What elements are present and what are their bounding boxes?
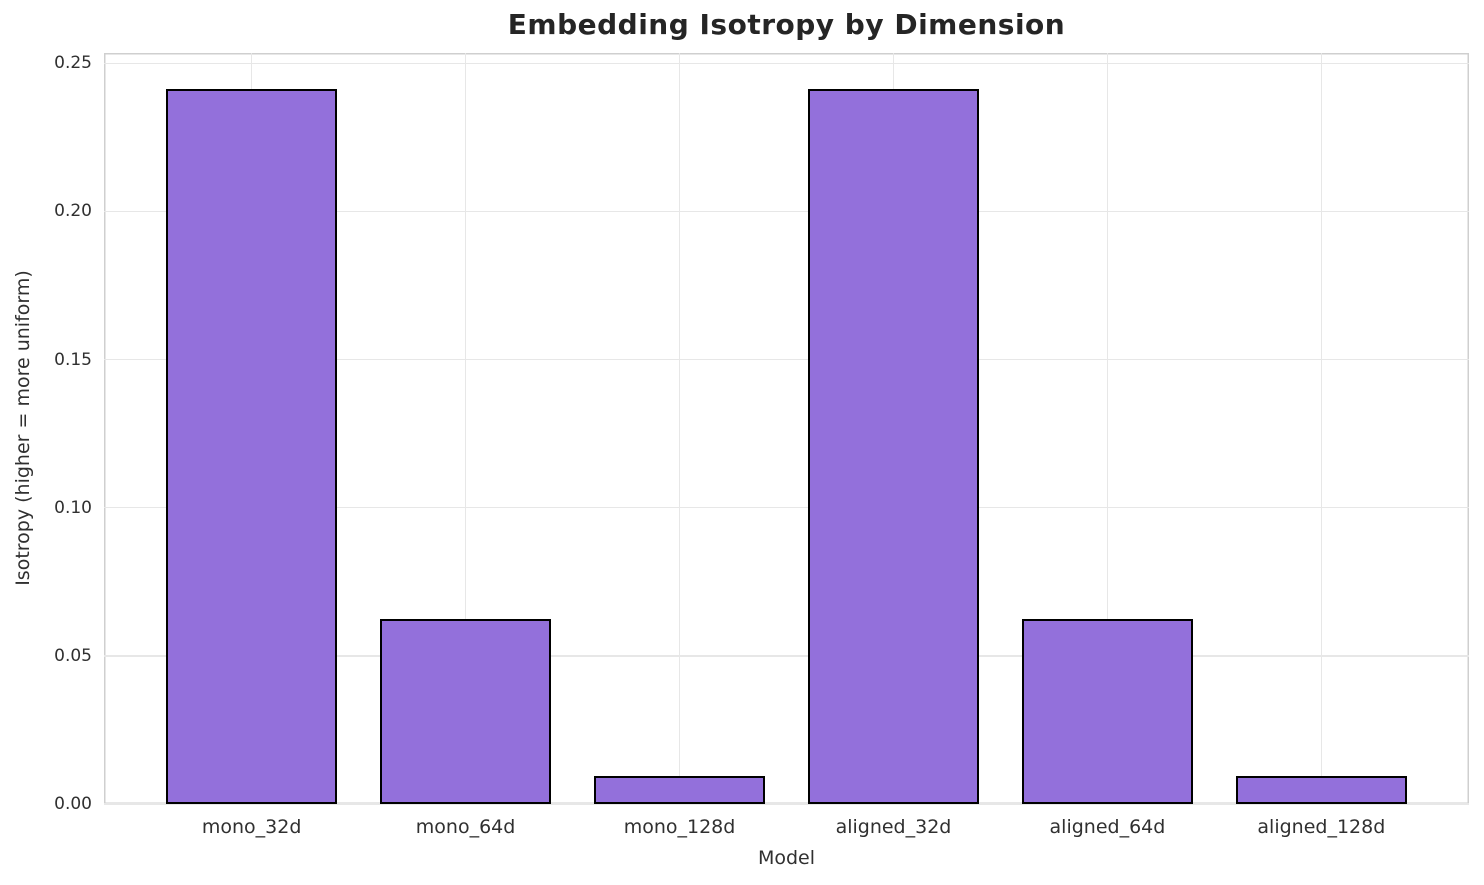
x-tick-label: aligned_128d <box>1257 816 1386 838</box>
plot-area <box>104 53 1469 805</box>
bar-mono_32d <box>166 88 338 804</box>
x-gridline <box>678 53 681 804</box>
y-gridline <box>104 803 1469 805</box>
x-axis-label: Model <box>757 847 816 869</box>
x-gridline <box>1106 53 1109 804</box>
y-tick-label: 0.20 <box>54 201 92 222</box>
y-gridline <box>104 506 1469 509</box>
y-gridline <box>104 358 1469 361</box>
y-tick-label: 0.15 <box>54 349 92 370</box>
x-tick-label: aligned_64d <box>1049 816 1166 838</box>
chart-title: Embedding Isotropy by Dimension <box>507 8 1066 41</box>
bar-aligned_64d <box>1021 619 1193 804</box>
bar-mono_128d <box>593 775 766 804</box>
y-tick-label: 0.00 <box>54 794 92 814</box>
bar-aligned_32d <box>807 88 980 804</box>
y-gridline <box>104 655 1469 657</box>
bar-aligned_128d <box>1235 775 1407 804</box>
x-tick-label: mono_128d <box>623 816 736 838</box>
y-tick-label: 0.05 <box>54 645 92 666</box>
y-gridline <box>104 210 1469 213</box>
y-gridline <box>104 62 1469 65</box>
y-tick-label: 0.10 <box>54 497 92 518</box>
x-gridline <box>464 53 467 804</box>
bar-mono_64d <box>379 619 552 804</box>
x-tick-label: mono_32d <box>201 816 302 838</box>
y-axis-label: Isotropy (higher = more uniform) <box>12 270 34 586</box>
y-tick-label: 0.25 <box>54 53 92 74</box>
x-tick-label: mono_64d <box>415 816 516 838</box>
x-gridline <box>1320 53 1323 804</box>
x-tick-label: aligned_32d <box>835 816 952 838</box>
